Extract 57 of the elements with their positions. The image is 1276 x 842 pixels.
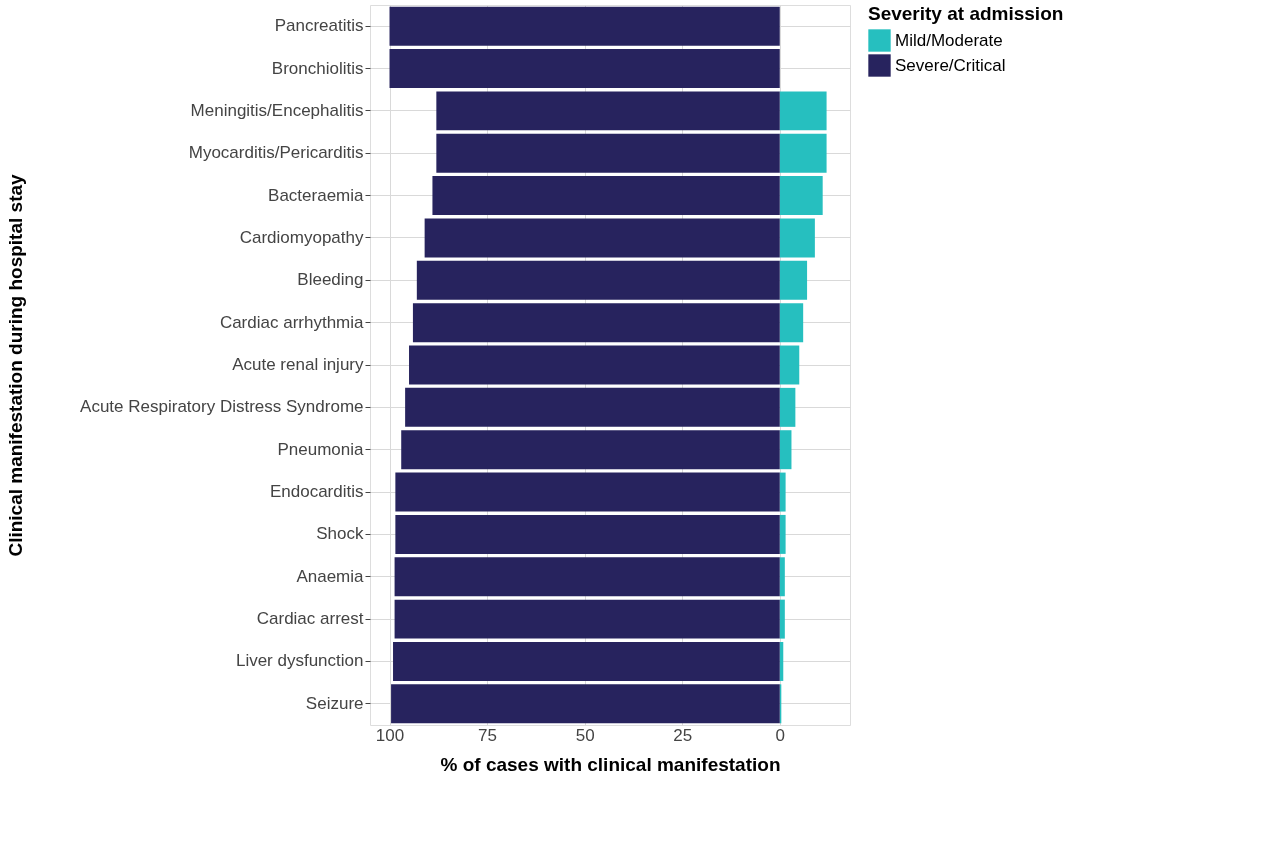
y-tick-label: Cardiomyopathy <box>239 227 364 247</box>
bar <box>779 514 786 554</box>
y-tick-label: Cardiac arrest <box>256 609 364 629</box>
bar <box>395 472 780 512</box>
bar <box>779 557 785 597</box>
bar <box>779 176 823 216</box>
y-tick-label: Meningitis/Encephalitis <box>190 100 364 120</box>
y-tick-label: Bronchiolitis <box>271 58 364 78</box>
x-tick-label: 100 <box>375 725 405 745</box>
y-tick-label: Liver dysfunction <box>235 651 364 671</box>
bar <box>412 303 780 343</box>
bar <box>779 472 786 512</box>
y-tick-label: Endocarditis <box>269 482 364 502</box>
bar <box>779 260 808 300</box>
bar <box>401 430 780 470</box>
legend-label: Mild/Moderate <box>895 30 1003 50</box>
bar <box>424 218 780 258</box>
bar <box>779 430 792 470</box>
bar <box>779 133 827 173</box>
bar <box>394 557 780 597</box>
bar <box>779 303 804 343</box>
y-axis-title: Clinical manifestation during hospital stay <box>4 173 26 557</box>
bar <box>779 91 827 131</box>
bar <box>779 345 800 385</box>
y-tick-label: Myocarditis/Pericarditis <box>188 143 364 163</box>
y-tick-label: Acute Respiratory Distress Syndrome <box>80 397 364 417</box>
bar <box>393 641 780 681</box>
legend-label: Severe/Critical <box>895 55 1006 75</box>
bar <box>779 599 785 639</box>
bar <box>779 387 796 427</box>
bar <box>436 91 780 131</box>
bar <box>779 218 815 258</box>
bar <box>394 599 780 639</box>
y-tick-label: Shock <box>316 524 364 544</box>
bar <box>395 514 780 554</box>
y-tick-label: Bacteraemia <box>268 185 365 205</box>
bar <box>405 387 780 427</box>
y-tick-label: Seizure <box>305 693 364 713</box>
legend-title: Severity at admission <box>868 3 1064 24</box>
x-axis-title: % of cases with clinical manifestation <box>440 753 781 775</box>
x-tick-label: 25 <box>673 725 693 745</box>
bar <box>432 176 780 216</box>
bar <box>416 260 780 300</box>
y-tick-label: Pancreatitis <box>274 16 364 36</box>
y-tick-label: Cardiac arrhythmia <box>219 312 365 332</box>
bar <box>409 345 780 385</box>
x-tick-label: 0 <box>775 725 785 745</box>
bar <box>436 133 780 173</box>
x-tick-label: 75 <box>478 725 498 745</box>
bar <box>389 49 780 89</box>
bar <box>391 684 780 724</box>
y-tick-label: Pneumonia <box>277 439 365 459</box>
x-tick-label: 50 <box>575 725 595 745</box>
y-tick-label: Acute renal injury <box>232 355 364 374</box>
bar <box>389 6 780 46</box>
y-tick-label: Anaemia <box>296 566 365 586</box>
y-tick-label: Bleeding <box>297 270 364 290</box>
